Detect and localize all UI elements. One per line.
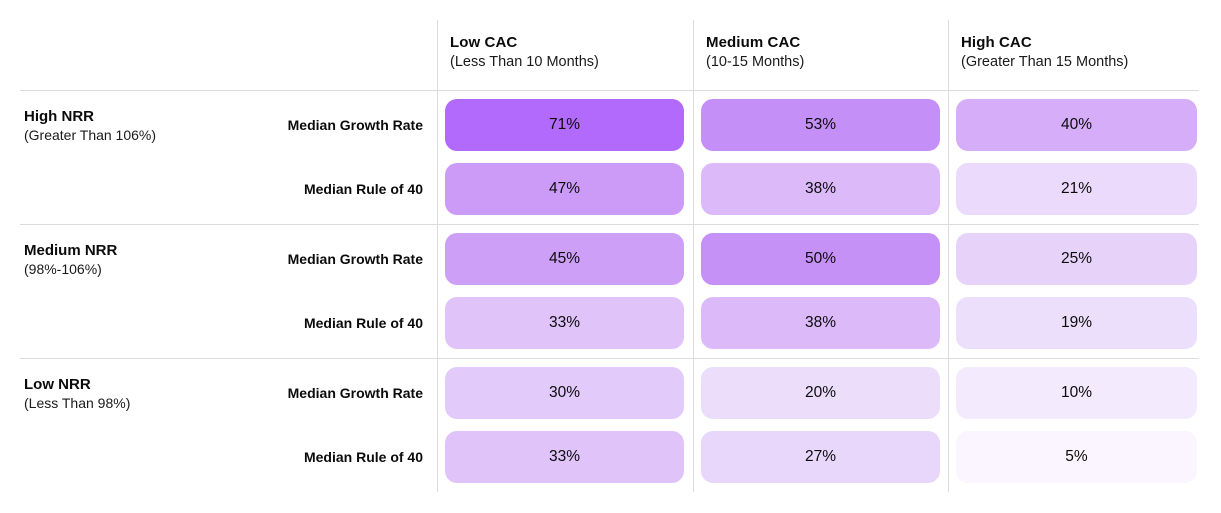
cell-value: 5%	[1065, 448, 1088, 465]
heatmap-cell: 38%	[701, 297, 940, 349]
column-header-medium-cac: Medium CAC (10-15 Months)	[693, 20, 948, 90]
heatmap-cell: 45%	[445, 233, 684, 285]
heatmap-cell: 27%	[701, 431, 940, 483]
data-column-medium-cac: 50% 38%	[693, 225, 948, 358]
row-group-medium-nrr: Medium NRR (98%-106%) Median Growth Rate…	[0, 225, 1221, 358]
heatmap-cell: 25%	[956, 233, 1197, 285]
cell-value: 27%	[804, 448, 837, 465]
heatmap-cell: 30%	[445, 367, 684, 419]
left-column: High NRR (Greater Than 106%) Median Grow…	[0, 91, 437, 224]
column-title: Medium CAC	[706, 34, 801, 51]
row-labels: Median Growth Rate Median Rule of 40	[288, 91, 437, 224]
header-spacer	[0, 20, 437, 90]
heatmap-cell: 40%	[956, 99, 1197, 151]
row-group-low-nrr: Low NRR (Less Than 98%) Median Growth Ra…	[0, 359, 1221, 492]
cell-value: 25%	[1060, 250, 1093, 267]
row-label: Median Rule of 40	[303, 315, 423, 331]
divider	[20, 224, 1199, 225]
group-title: High NRR	[24, 107, 94, 125]
row-label: Median Rule of 40	[303, 449, 423, 465]
group-label: Low NRR (Less Than 98%)	[0, 359, 288, 492]
group-label: Medium NRR (98%-106%)	[0, 225, 288, 358]
data-column-low-cac: 30% 33%	[437, 359, 693, 492]
cell-value: 20%	[804, 384, 837, 401]
column-title: Low CAC	[450, 34, 518, 51]
data-column-high-cac: 10% 5%	[948, 359, 1221, 492]
heatmap-cell: 50%	[701, 233, 940, 285]
group-title: Low NRR	[24, 375, 91, 393]
cell-value: 21%	[1060, 180, 1093, 197]
heatmap-cell: 21%	[956, 163, 1197, 215]
heatmap-cell: 20%	[701, 367, 940, 419]
cell-value: 50%	[804, 250, 837, 267]
divider	[20, 358, 1199, 359]
row-group-high-nrr: High NRR (Greater Than 106%) Median Grow…	[0, 91, 1221, 224]
cell-value: 19%	[1060, 314, 1093, 331]
row-label: Median Growth Rate	[287, 251, 423, 267]
column-subtitle: (Less Than 10 Months)	[450, 54, 599, 70]
cell-value: 45%	[548, 250, 581, 267]
heatmap-cell: 38%	[701, 163, 940, 215]
column-title: High CAC	[961, 34, 1032, 51]
heatmap-cell: 53%	[701, 99, 940, 151]
column-subtitle: (Greater Than 15 Months)	[961, 54, 1129, 70]
row-label: Median Growth Rate	[287, 385, 423, 401]
cell-value: 53%	[804, 116, 837, 133]
heatmap-cell: 33%	[445, 297, 684, 349]
heatmap-cell: 19%	[956, 297, 1197, 349]
heatmap-cell: 33%	[445, 431, 684, 483]
cell-value: 30%	[548, 384, 581, 401]
cell-value: 38%	[804, 180, 837, 197]
column-subtitle: (10-15 Months)	[706, 54, 805, 70]
cell-value: 10%	[1060, 384, 1093, 401]
column-header-low-cac: Low CAC (Less Than 10 Months)	[437, 20, 693, 90]
group-subtitle: (Greater Than 106%)	[24, 126, 157, 143]
column-header-high-cac: High CAC (Greater Than 15 Months)	[948, 20, 1221, 90]
row-label: Median Rule of 40	[303, 181, 423, 197]
cell-value: 40%	[1060, 116, 1093, 133]
left-column: Medium NRR (98%-106%) Median Growth Rate…	[0, 225, 437, 358]
row-labels: Median Growth Rate Median Rule of 40	[288, 225, 437, 358]
left-column: Low NRR (Less Than 98%) Median Growth Ra…	[0, 359, 437, 492]
data-column-medium-cac: 20% 27%	[693, 359, 948, 492]
heatmap-cell: 5%	[956, 431, 1197, 483]
cell-value: 33%	[548, 448, 581, 465]
cell-value: 38%	[804, 314, 837, 331]
cell-value: 71%	[548, 116, 581, 133]
heatmap-cell: 10%	[956, 367, 1197, 419]
divider	[20, 90, 1199, 91]
heatmap-cell: 47%	[445, 163, 684, 215]
data-column-low-cac: 45% 33%	[437, 225, 693, 358]
row-label: Median Growth Rate	[287, 117, 423, 133]
data-column-high-cac: 40% 21%	[948, 91, 1221, 224]
group-subtitle: (Less Than 98%)	[24, 394, 131, 411]
group-title: Medium NRR	[24, 241, 118, 259]
heatmap-cell: 71%	[445, 99, 684, 151]
column-header-row: Low CAC (Less Than 10 Months) Medium CAC…	[0, 20, 1221, 90]
data-column-low-cac: 71% 47%	[437, 91, 693, 224]
group-label: High NRR (Greater Than 106%)	[0, 91, 288, 224]
group-subtitle: (98%-106%)	[24, 260, 102, 277]
data-column-high-cac: 25% 19%	[948, 225, 1221, 358]
cell-value: 33%	[548, 314, 581, 331]
cell-value: 47%	[548, 180, 581, 197]
row-labels: Median Growth Rate Median Rule of 40	[288, 359, 437, 492]
data-column-medium-cac: 53% 38%	[693, 91, 948, 224]
